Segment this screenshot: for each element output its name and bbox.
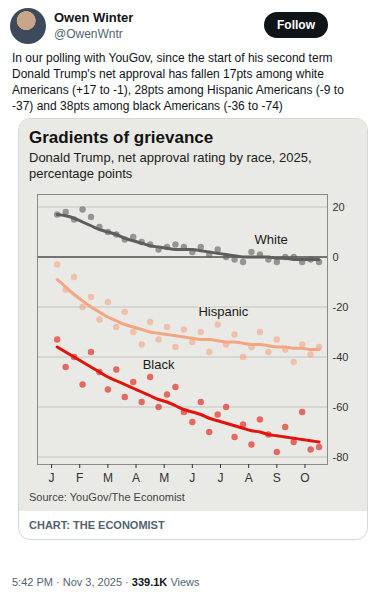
html-text:CHART: THE ECONOMIST: CHART: THE ECONOMIST: [29, 519, 165, 531]
svg-text:-60: -60: [333, 401, 349, 413]
html-text:Follow: Follow: [277, 18, 315, 32]
svg-text:O: O: [300, 471, 309, 485]
svg-text:J: J: [189, 471, 195, 485]
svg-text:S: S: [273, 471, 281, 485]
svg-text:-80: -80: [333, 451, 349, 463]
svg-text:-40: -40: [333, 351, 349, 363]
svg-text:J: J: [49, 471, 55, 485]
svg-text:M: M: [159, 471, 169, 485]
svg-text:J: J: [218, 471, 224, 485]
svg-text:F: F: [76, 471, 83, 485]
html-text:5:42 PM · Nov 3, 2025 · 339.1K: 5:42 PM · Nov 3, 2025 · 339.1K Views: [12, 576, 200, 588]
html-text:Gradients of grievance: Gradients of grievance: [29, 128, 214, 147]
html-text:@OwenWntr: @OwenWntr: [54, 27, 123, 41]
svg-text:Hispanic: Hispanic: [198, 304, 248, 319]
svg-text:0: 0: [333, 251, 339, 263]
svg-text:White: White: [255, 232, 288, 247]
svg-text:20: 20: [333, 201, 345, 213]
svg-text:A: A: [245, 471, 253, 485]
html-text:In our polling with YouGov, si: In our polling with YouGov, since the st…: [12, 51, 344, 113]
svg-text:M: M: [103, 471, 113, 485]
svg-text:Black: Black: [143, 357, 175, 372]
html-text:Source: YouGov/The Economist: Source: YouGov/The Economist: [29, 491, 185, 503]
svg-text:A: A: [132, 471, 140, 485]
html-text:Owen Winter: Owen Winter: [54, 10, 134, 25]
svg-text:-20: -20: [333, 301, 349, 313]
html-text:Donald Trump, net approval rat: Donald Trump, net approval rating by rac…: [29, 150, 312, 181]
